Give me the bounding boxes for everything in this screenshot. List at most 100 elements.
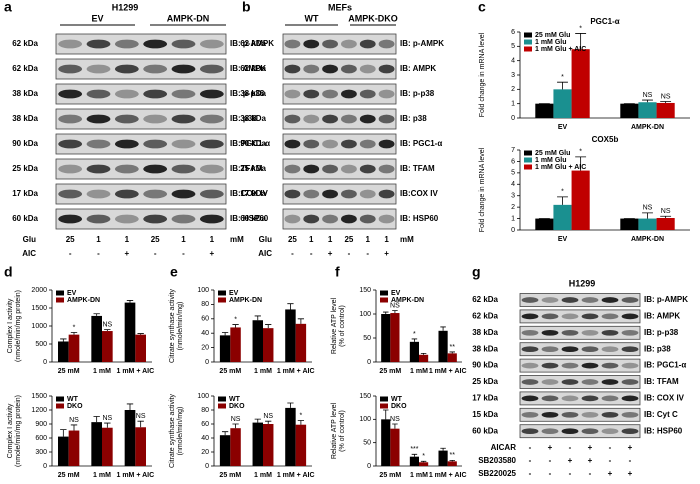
- lane-label: -: [589, 469, 592, 478]
- lane-label: +: [384, 249, 389, 258]
- lane-label: -: [529, 443, 532, 452]
- band: [341, 89, 357, 99]
- legend-swatch: [524, 157, 532, 163]
- bar: [409, 456, 419, 466]
- bar: [295, 424, 307, 466]
- y-axis-label: (nmole/min/mg protein): [15, 290, 22, 362]
- band: [601, 346, 619, 353]
- band: [58, 114, 83, 124]
- blot-strip: [282, 58, 397, 80]
- band: [303, 39, 320, 49]
- y-tick-label: 1: [511, 215, 515, 222]
- band: [561, 362, 579, 369]
- kda-label: 60 kDa: [240, 214, 266, 223]
- band: [114, 189, 139, 199]
- band: [199, 214, 224, 224]
- x-tick-label: 1 mM: [410, 368, 428, 375]
- band: [561, 313, 579, 320]
- band: [561, 379, 579, 385]
- lane-label: -: [549, 456, 552, 465]
- ib-label: IB: TFAM: [400, 164, 435, 173]
- band: [199, 139, 224, 149]
- lane-label: -: [348, 249, 351, 258]
- band: [143, 39, 168, 49]
- bar: [91, 315, 102, 362]
- significance-label: NS: [390, 416, 400, 423]
- band: [359, 214, 376, 224]
- error-bar: [575, 33, 587, 50]
- lane-label: 25: [344, 235, 353, 244]
- band: [521, 395, 539, 402]
- y-axis-label: Relative ATP level: [331, 402, 338, 459]
- legend-label: DKO: [229, 403, 245, 410]
- x-tick-label: 1 mM: [93, 368, 111, 375]
- band: [341, 114, 357, 124]
- band: [58, 39, 83, 49]
- group-label: AMPK-DN: [167, 13, 210, 23]
- lane-label: 25: [66, 235, 75, 244]
- treatment-name: AIC: [258, 249, 272, 258]
- error-bar: [420, 460, 427, 463]
- y-axis-label: Fold change in mRNA level: [479, 147, 486, 232]
- significance-label: *: [234, 316, 237, 323]
- kda-label: 90 kDa: [240, 139, 266, 148]
- band: [581, 362, 599, 369]
- y-tick-label: 0: [367, 463, 371, 470]
- y-axis-label: Complex I activity: [7, 403, 14, 458]
- band: [171, 189, 196, 199]
- legend-swatch: [218, 403, 226, 409]
- significance-label: NS: [69, 417, 79, 424]
- error-bar: [449, 460, 456, 462]
- bar: [419, 354, 429, 362]
- band: [541, 411, 559, 418]
- ib-label: IB: TFAM: [644, 377, 679, 386]
- band: [143, 64, 168, 74]
- legend-label: DKO: [391, 403, 407, 410]
- y-axis-label: (nmole/min/mg protein): [15, 395, 22, 467]
- y-tick-label: 100: [359, 311, 371, 318]
- y-tick-label: 5: [511, 43, 515, 50]
- band: [143, 164, 168, 174]
- band: [378, 39, 395, 49]
- bar: [252, 320, 263, 362]
- group-label: AMPK-DKO: [348, 13, 398, 23]
- band: [359, 189, 376, 199]
- significance-label: NS: [102, 415, 112, 422]
- legend-swatch: [524, 46, 532, 52]
- legend-label: AMPK-DN: [229, 297, 262, 304]
- y-tick-label: 150: [359, 287, 371, 294]
- x-tick-label: 25 mM: [219, 368, 241, 375]
- band: [359, 64, 376, 74]
- error-bar: [420, 352, 427, 355]
- y-tick-label: 1: [511, 101, 515, 108]
- ib-label: IB: HSP60: [400, 214, 439, 223]
- bar: [295, 323, 307, 362]
- legend-swatch: [380, 403, 388, 409]
- bar: [102, 331, 113, 362]
- legend-swatch: [524, 32, 532, 38]
- significance-label: *: [422, 453, 425, 460]
- ib-label: IB:COX IV: [230, 189, 268, 198]
- band: [621, 428, 639, 435]
- lane-label: -: [609, 443, 612, 452]
- band: [601, 313, 619, 320]
- band: [621, 395, 639, 402]
- error-bar: [70, 332, 78, 335]
- y-tick-label: 1200: [31, 407, 47, 414]
- y-tick-label: 20: [201, 449, 209, 456]
- band: [86, 189, 111, 199]
- kda-label: 17 kDa: [472, 394, 498, 403]
- x-tick-label: 1 mM: [410, 472, 428, 479]
- lane-label: -: [182, 249, 185, 258]
- band: [561, 411, 579, 418]
- error-bar: [265, 324, 272, 329]
- blot-strip: [55, 58, 227, 80]
- band: [86, 214, 111, 224]
- error-bar: [382, 311, 389, 314]
- band: [199, 39, 224, 49]
- x-tick-label: 1 mM + AIC: [429, 472, 467, 479]
- lane-label: -: [569, 469, 572, 478]
- blot-title: MEFs: [328, 2, 352, 12]
- kda-label: 38 kDa: [12, 114, 38, 123]
- blot-strip: [282, 133, 397, 155]
